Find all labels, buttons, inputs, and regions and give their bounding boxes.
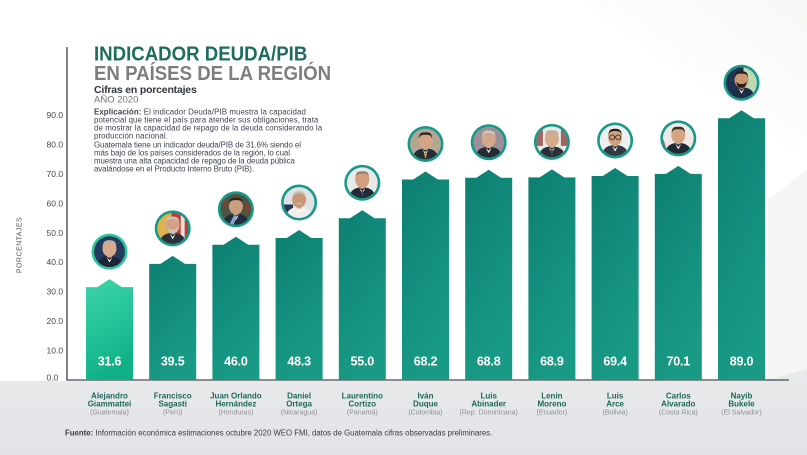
svg-text:(Costa Rica): (Costa Rica) [659, 410, 698, 417]
svg-text:(Ecuador): (Ecuador) [537, 410, 568, 417]
svg-text:70.1: 70.1 [667, 355, 691, 369]
svg-text:39.5: 39.5 [161, 355, 185, 369]
svg-text:69.4: 69.4 [603, 355, 627, 369]
svg-text:0.0: 0.0 [47, 373, 59, 383]
svg-text:70.0: 70.0 [47, 169, 64, 179]
svg-text:de mostrar la capacidad de rep: de mostrar la capacidad de repago de la … [94, 124, 323, 133]
svg-text:Daniel: Daniel [287, 392, 311, 401]
svg-text:40.0: 40.0 [47, 257, 64, 267]
svg-text:Cortizo: Cortizo [349, 400, 377, 409]
svg-text:Luis: Luis [480, 392, 497, 401]
svg-text:producción nacional.: producción nacional. [94, 132, 168, 141]
svg-text:más bajo de los países conside: más bajo de los países considerados de l… [94, 149, 290, 158]
svg-text:Moreno: Moreno [537, 400, 566, 409]
svg-text:Juan Orlando: Juan Orlando [210, 392, 262, 401]
svg-text:Francisco: Francisco [154, 392, 192, 401]
svg-text:INDICADOR DEUDA/PIB: INDICADOR DEUDA/PIB [94, 43, 307, 66]
svg-text:90.0: 90.0 [47, 110, 64, 120]
svg-text:Luis: Luis [607, 392, 624, 401]
svg-text:Duque: Duque [413, 400, 438, 409]
svg-text:Explicación: El indicador Deud: Explicación: El indicador Deuda/PIB mues… [94, 108, 306, 117]
svg-text:48.3: 48.3 [287, 355, 311, 369]
svg-text:(Honduras): (Honduras) [218, 410, 253, 417]
svg-text:(Guatemala): (Guatemala) [90, 410, 129, 417]
svg-text:Abinader: Abinader [471, 400, 506, 409]
svg-text:89.0: 89.0 [730, 355, 754, 369]
svg-text:Ortega: Ortega [286, 400, 312, 409]
svg-text:20.0: 20.0 [47, 316, 64, 326]
svg-text:(Bolivia): (Bolivia) [602, 410, 627, 417]
svg-text:68.8: 68.8 [477, 355, 501, 369]
svg-text:(Perú): (Perú) [163, 410, 182, 417]
svg-text:80.0: 80.0 [47, 140, 64, 150]
svg-text:55.0: 55.0 [351, 355, 375, 369]
svg-text:Guatemala tiene un indicador d: Guatemala tiene un indicador deuda/PIB d… [94, 141, 301, 150]
svg-text:30.0: 30.0 [47, 287, 64, 297]
svg-text:(Nicaragua): (Nicaragua) [281, 410, 318, 417]
svg-text:68.2: 68.2 [414, 355, 438, 369]
svg-text:10.0: 10.0 [47, 345, 64, 355]
svg-text:muestra una alta capacidad de: muestra una alta capacidad de repago de … [94, 157, 296, 166]
svg-text:Giammattei: Giammattei [88, 400, 132, 409]
svg-text:EN PAÍSES DE LA REGIÓN: EN PAÍSES DE LA REGIÓN [94, 60, 331, 85]
svg-text:Arce: Arce [606, 400, 624, 409]
svg-text:Nayib: Nayib [731, 392, 753, 401]
svg-text:68.9: 68.9 [540, 355, 564, 369]
svg-text:Alejandro: Alejandro [91, 392, 128, 401]
svg-text:PORCENTAJES: PORCENTAJES [17, 217, 24, 273]
svg-text:Carlos: Carlos [666, 392, 691, 401]
svg-text:(El Salvador): (El Salvador) [721, 410, 761, 417]
svg-text:AÑO 2020: AÑO 2020 [94, 95, 138, 106]
svg-text:Sagasti: Sagasti [158, 400, 186, 409]
svg-text:Lenin: Lenin [541, 392, 562, 401]
svg-text:Alvarado: Alvarado [661, 400, 695, 409]
svg-text:Hernández: Hernández [215, 400, 256, 409]
svg-text:50.0: 50.0 [47, 228, 64, 238]
svg-text:(Rep. Dominicana): (Rep. Dominicana) [460, 410, 518, 417]
svg-text:(Panamá): (Panamá) [347, 410, 378, 417]
svg-text:Bukele: Bukele [728, 400, 755, 409]
svg-text:Fuente: Información económica: Fuente: Información económica estimacion… [65, 429, 492, 438]
svg-text:avalándose en el Producto Inte: avalándose en el Producto Interno Bruto … [94, 165, 254, 174]
svg-text:Cifras en porcentajes: Cifras en porcentajes [94, 84, 197, 96]
svg-text:potencial que tiene el país pa: potencial que tiene el país para atender… [94, 116, 319, 125]
svg-text:60.0: 60.0 [47, 198, 64, 208]
svg-text:31.6: 31.6 [98, 355, 122, 369]
svg-text:(Colombia): (Colombia) [408, 410, 442, 417]
svg-text:46.0: 46.0 [224, 355, 248, 369]
svg-text:Iván: Iván [417, 392, 433, 401]
svg-text:Laurentino: Laurentino [342, 392, 383, 401]
